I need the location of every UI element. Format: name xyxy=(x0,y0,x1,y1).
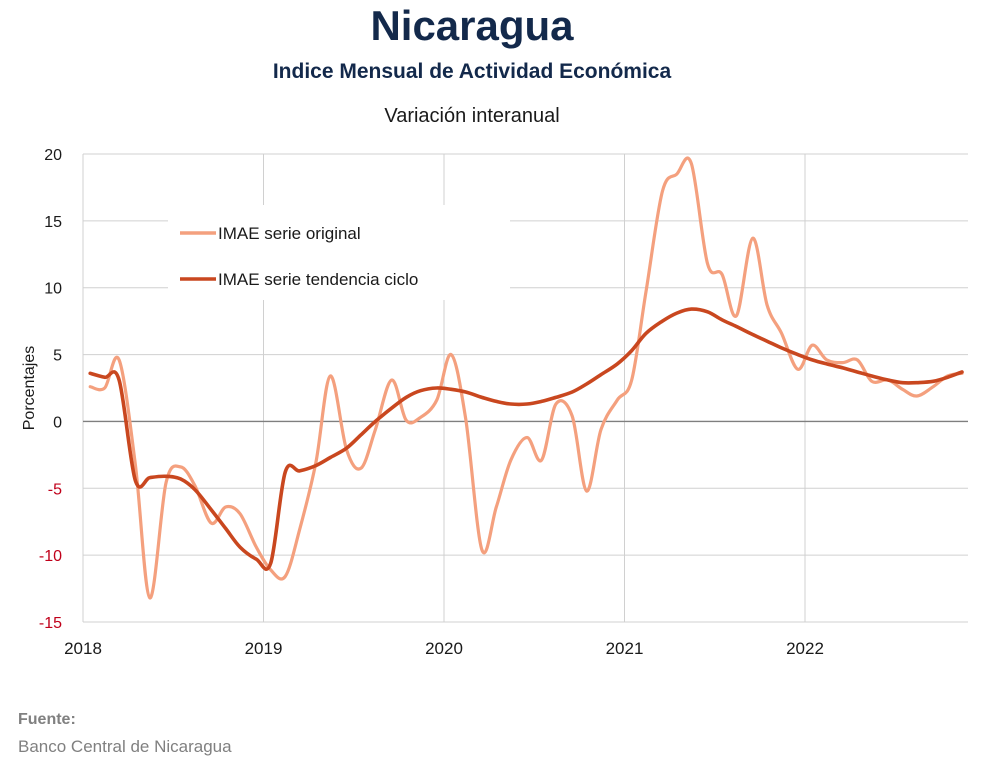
x-tick-label: 2021 xyxy=(606,639,644,658)
y-tick-label: 5 xyxy=(53,348,62,365)
x-tick-label: 2019 xyxy=(245,639,283,658)
y-tick-label: -5 xyxy=(48,481,62,498)
series-line-original xyxy=(88,156,964,600)
y-axis-ticks: 20 15 10 5 0 -5 -10 -15 xyxy=(39,147,62,632)
x-tick-label: 2018 xyxy=(64,639,102,658)
legend-background xyxy=(168,205,510,300)
chart-subtitle: Indice Mensual de Actividad Económica xyxy=(272,60,672,83)
y-tick-label: -15 xyxy=(39,615,62,632)
x-tick-label: 2020 xyxy=(425,639,463,658)
legend: IMAE serie original IMAE serie tendencia… xyxy=(180,224,418,289)
legend-label-original: IMAE serie original xyxy=(218,224,361,243)
legend-label-trend: IMAE serie tendencia ciclo xyxy=(218,270,418,289)
source-label: Fuente: xyxy=(18,711,76,728)
x-tick-label: 2022 xyxy=(786,639,824,658)
y-tick-label: 20 xyxy=(44,147,62,164)
y-tick-label: -10 xyxy=(39,548,62,565)
source-text: Banco Central de Nicaragua xyxy=(18,737,232,756)
y-axis-label: Porcentajes xyxy=(21,346,38,431)
x-axis-ticks: 2018 2019 2020 2021 2022 xyxy=(64,639,824,658)
y-tick-label: 0 xyxy=(53,414,62,431)
y-tick-label: 10 xyxy=(44,281,62,298)
chart-title: Nicaragua xyxy=(370,2,574,49)
y-tick-label: 15 xyxy=(44,214,62,231)
series-line-trend xyxy=(88,307,964,571)
series-group xyxy=(88,156,964,600)
chart-subsubtitle: Variación interanual xyxy=(384,105,560,127)
